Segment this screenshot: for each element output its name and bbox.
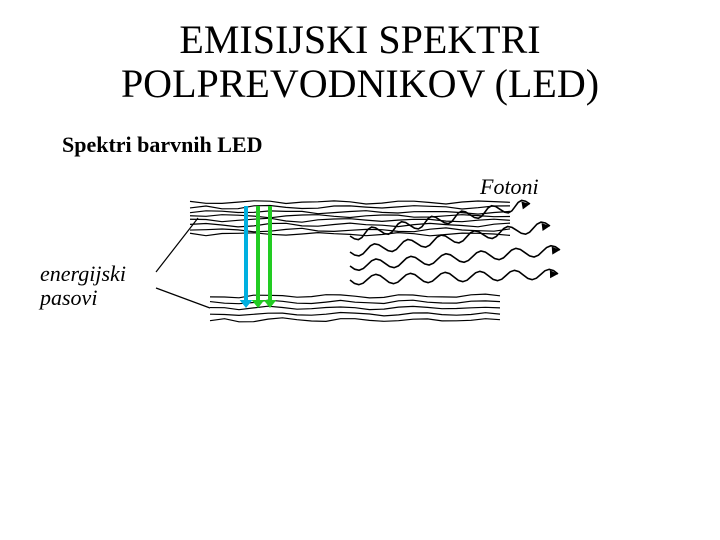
lower-band-line	[210, 294, 500, 298]
pointer-line	[156, 218, 198, 272]
label-energy-bands-line2: pasovi	[40, 285, 97, 310]
pointer-line	[156, 288, 210, 308]
slide-subtitle: Spektri barvnih LED	[62, 132, 263, 158]
lower-band-line	[210, 313, 500, 316]
title-line-1: EMISIJSKI SPEKTRI	[179, 17, 540, 62]
photon-wave	[350, 222, 550, 256]
lower-band-line	[210, 318, 500, 322]
label-energy-bands: energijski pasovi	[40, 262, 126, 310]
upper-band-line	[190, 206, 510, 210]
upper-band-line	[190, 201, 510, 204]
upper-band-line	[190, 218, 510, 222]
band-diagram	[150, 196, 590, 366]
slide-title: EMISIJSKI SPEKTRI POLPREVODNIKOV (LED)	[0, 18, 720, 106]
lower-band-line	[210, 306, 500, 310]
upper-band-line	[190, 215, 510, 218]
upper-band-line	[190, 223, 510, 227]
photon-wave	[350, 269, 558, 284]
title-line-2: POLPREVODNIKOV (LED)	[121, 61, 599, 106]
label-energy-bands-line1: energijski	[40, 261, 126, 286]
photon-wave	[350, 246, 560, 271]
upper-band-line	[190, 228, 510, 232]
upper-band-line	[190, 233, 510, 236]
